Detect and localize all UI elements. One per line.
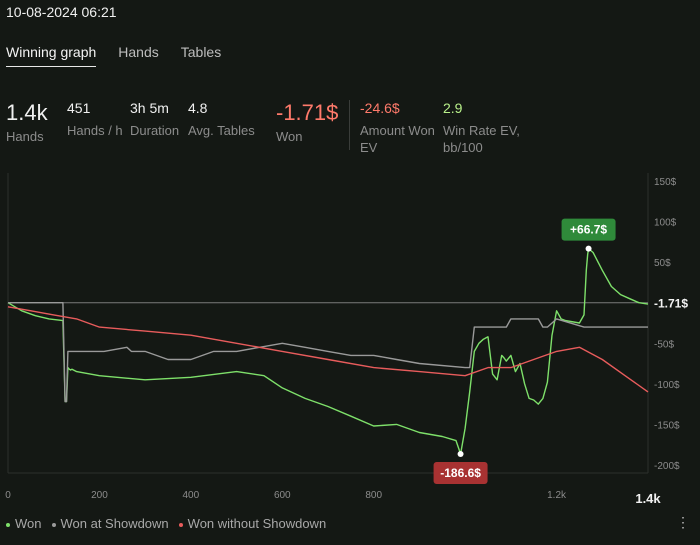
chart-legend: Won Won at Showdown Won without Showdown xyxy=(6,516,326,531)
stats-divider xyxy=(349,100,350,150)
max-annotation-point xyxy=(585,245,592,252)
stat-win-rate-ev-value: 2.9 xyxy=(443,100,463,116)
x-tick-label: 600 xyxy=(274,490,291,501)
legend-dot-non-showdown xyxy=(178,522,183,527)
stat-won-label: Won xyxy=(276,129,303,144)
current-value-label: -1.71$ xyxy=(654,297,688,311)
winning-graph-chart[interactable]: 150$ 100$ 50$ -50$ -100$ -150$ -200$ 0 200 400 600… xyxy=(0,168,700,508)
stat-amount-won-ev-label: Amount Won EV xyxy=(360,123,435,155)
stat-amount-won-ev: -24.6$ Amount Won EV xyxy=(360,100,440,156)
y-tick-label: -150$ xyxy=(654,420,680,431)
series-showdown-line xyxy=(8,302,648,403)
min-annotation-badge xyxy=(433,462,488,485)
legend-label-won: Won xyxy=(15,516,42,531)
tab-hands[interactable]: Hands xyxy=(118,44,159,60)
stat-hands-per-hour: 451 Hands / h xyxy=(67,100,123,139)
stat-avg-tables-value: 4.8 xyxy=(188,100,208,116)
max-annotation-badge xyxy=(561,218,616,241)
x-tick-label: 800 xyxy=(365,490,382,501)
x-tick-label: 0 xyxy=(5,490,11,501)
y-tick-label: 50$ xyxy=(654,258,671,269)
stat-duration-label: Duration xyxy=(130,123,180,138)
more-options-icon[interactable]: ⋮ xyxy=(676,514,690,530)
series-won-line xyxy=(7,247,649,455)
series-non-showdown-line xyxy=(7,306,649,393)
stat-hands-label: Hands xyxy=(6,129,44,144)
stat-won-value: -1.71$ xyxy=(276,100,339,125)
stat-avg-tables: 4.8 Avg. Tables xyxy=(188,100,255,139)
legend-item-won[interactable]: Won xyxy=(6,516,42,531)
tab-tables[interactable]: Tables xyxy=(180,44,222,60)
tab-winning-graph[interactable]: Winning graph xyxy=(6,44,97,67)
x-tick-label: 1.2k xyxy=(547,490,567,501)
y-tick-label: -200$ xyxy=(654,461,680,472)
x-tick-label: 400 xyxy=(183,490,200,501)
stat-hands-value: 1.4k xyxy=(6,100,48,125)
stat-duration: 3h 5m Duration xyxy=(130,100,179,139)
y-tick-label: -100$ xyxy=(654,380,680,391)
tab-bar: Winning graph Hands Tables xyxy=(6,44,221,67)
max-annotation-label: +66.7$ xyxy=(570,223,607,237)
stat-hands-per-hour-label: Hands / h xyxy=(67,123,123,138)
stat-win-rate-ev: 2.9 Win Rate EV, bb/100 xyxy=(443,100,528,156)
x-end-label: 1.4k xyxy=(635,491,661,506)
y-tick-label: 100$ xyxy=(654,218,677,229)
stat-duration-value: 3h 5m xyxy=(130,100,169,116)
min-annotation-point xyxy=(457,451,464,458)
legend-dot-showdown xyxy=(51,522,56,527)
min-annotation-label: -186.6$ xyxy=(440,466,481,480)
stat-hands-per-hour-value: 451 xyxy=(67,100,91,116)
y-tick-label: -50$ xyxy=(654,339,674,350)
legend-label-showdown: Won at Showdown xyxy=(60,516,169,531)
legend-label-non-showdown: Won without Showdown xyxy=(187,516,327,531)
stat-hands: 1.4k Hands xyxy=(6,100,48,145)
session-datetime: 10-08-2024 06:21 xyxy=(6,4,117,20)
y-tick-label: 150$ xyxy=(654,177,677,188)
legend-dot-won xyxy=(6,522,10,527)
stat-win-rate-ev-label: Win Rate EV, bb/100 xyxy=(443,123,520,155)
x-tick-label: 200 xyxy=(91,490,108,501)
legend-item-won-without-showdown[interactable]: Won without Showdown xyxy=(178,516,327,531)
stat-won: -1.71$ Won xyxy=(276,100,338,145)
legend-item-won-at-showdown[interactable]: Won at Showdown xyxy=(51,516,169,531)
stat-avg-tables-label: Avg. Tables xyxy=(188,123,255,138)
stat-amount-won-ev-value: -24.6$ xyxy=(360,100,400,116)
